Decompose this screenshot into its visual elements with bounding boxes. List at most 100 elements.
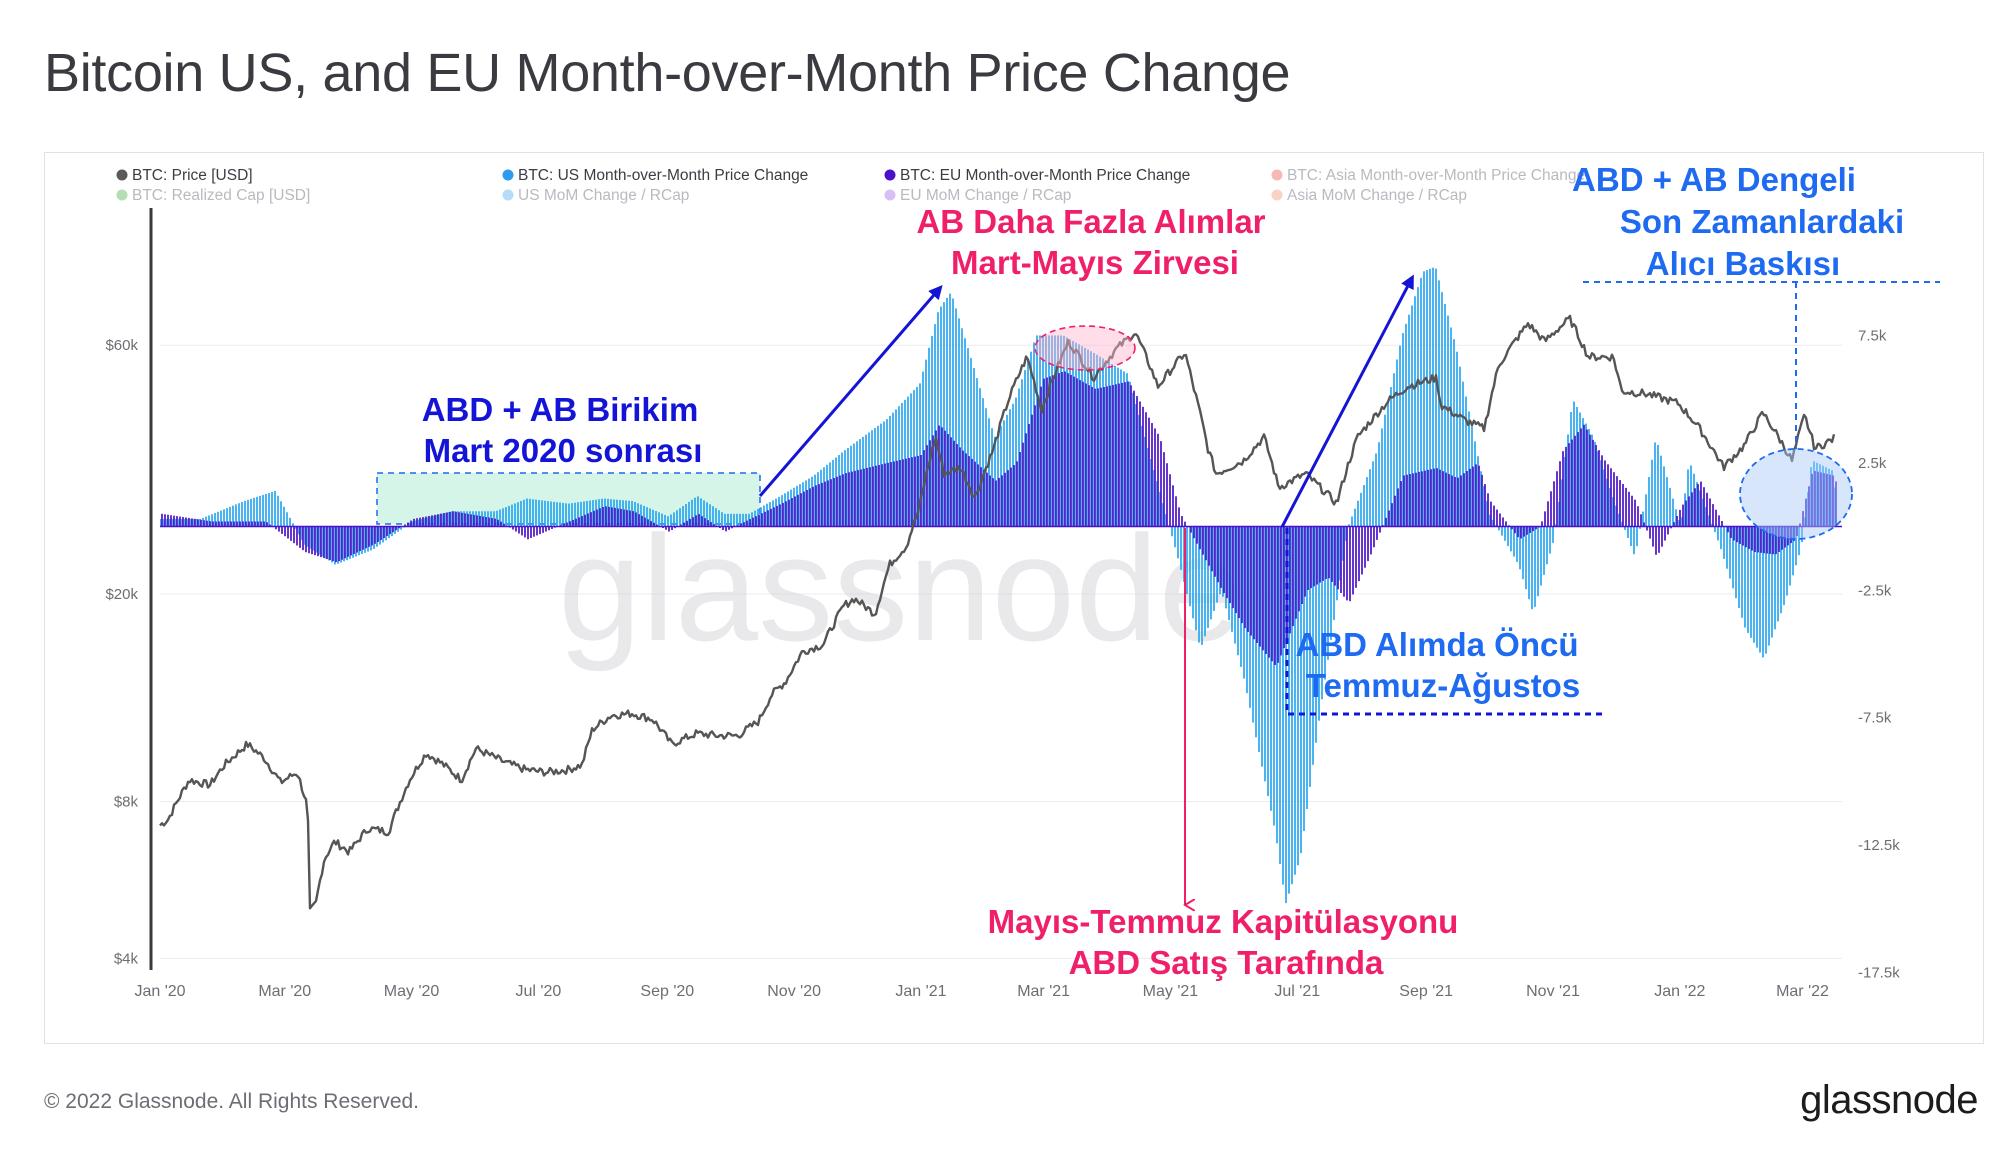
eu-bar [584,514,586,527]
eu-bar [1427,469,1429,527]
eu-bar [518,526,520,534]
us-bar [964,338,966,527]
us-bar [724,513,726,527]
x-tick-label: Jan '22 [1654,983,1705,1000]
us-bar [1174,526,1176,548]
legend-label[interactable]: BTC: Realized Cap [USD] [132,187,310,204]
us-bar [1408,314,1410,527]
us-bar [1438,280,1440,527]
eu-bar [335,526,337,563]
eu-bar [1010,467,1012,527]
eu-bar [1673,522,1675,527]
eu-bar [1271,526,1273,662]
eu-bar [1655,526,1657,555]
eu-bar [1139,401,1141,527]
eu-bar [647,519,649,527]
us-bar [922,371,924,527]
us-bar [1756,526,1758,648]
eu-bar [587,513,589,527]
left-tick-label: $60k [105,337,138,354]
eu-bar [749,519,751,527]
eu-bar [1118,383,1120,527]
eu-bar [500,521,502,527]
us-bar [1291,526,1293,885]
legend-label[interactable]: BTC: US Month-over-Month Price Change [518,167,808,184]
us-bar [574,502,576,527]
eu-bar [1640,514,1642,527]
legend-label[interactable]: Asia MoM Change / RCap [1287,187,1467,204]
eu-bar [1718,515,1720,527]
eu-bar [1820,472,1822,527]
us-bar [1432,267,1434,527]
eu-bar [1148,417,1150,527]
us-bar [937,312,939,527]
eu-bar [224,521,226,527]
eu-bar [803,491,805,527]
eu-bar [329,526,331,561]
eu-bar [692,517,694,527]
us-bar [1753,526,1755,643]
eu-bar [1073,376,1075,527]
eu-bar [443,513,445,527]
eu-bar [743,522,745,527]
eu-bar [1412,473,1414,527]
eu-bar [1373,526,1375,548]
eu-bar [1046,377,1048,527]
eu-bar [1700,481,1702,527]
us-bar [1465,396,1467,527]
eu-bar [830,479,832,527]
eu-bar [1250,526,1252,636]
us-bar [1363,484,1365,527]
eu-bar [1052,375,1054,527]
eu-bar [902,459,904,527]
eu-bar [1559,461,1561,527]
eu-bar [824,481,826,527]
us-bar [1387,400,1389,527]
eu-bar [1586,429,1588,527]
left-tick-label: $4k [114,950,139,967]
eu-bar [548,526,550,531]
annotation-eu-line1: AB Daha Fazla Alımlar [916,203,1265,240]
eu-bar [488,517,490,527]
eu-bar [1325,526,1327,579]
us-bar [1786,526,1788,596]
us-bar [688,501,690,527]
eu-bar [1418,471,1420,527]
legend-label[interactable]: BTC: Price [USD] [132,167,253,184]
eu-bar [1112,384,1114,527]
us-bar [580,501,582,527]
eu-bar [578,517,580,527]
eu-bar [353,526,355,554]
us-bar [1540,526,1542,586]
us-bar [1276,526,1278,844]
legend-label[interactable]: BTC: EU Month-over-Month Price Change [900,167,1190,184]
eu-bar [299,526,301,548]
eu-bar [398,526,400,529]
eu-bar [1751,526,1753,551]
eu-bar [1715,509,1717,527]
eu-bar [620,509,622,527]
eu-bar [479,515,481,527]
legend-label[interactable]: EU MoM Change / RCap [900,187,1071,204]
eu-bar [1667,526,1669,535]
eu-bar [605,506,607,527]
eu-bar [422,517,424,527]
us-bar [661,513,663,527]
us-bar [1657,444,1659,527]
eu-bar [1379,526,1381,533]
legend-label[interactable]: BTC: Asia Month-over-Month Price Change [1287,167,1585,184]
eu-bar [1406,474,1408,527]
eu-bar [719,526,721,529]
us-bar [952,298,954,527]
eu-bar [1109,385,1111,527]
arrow-us-leading [1280,274,1414,528]
us-bar [499,509,501,527]
eu-bar [1127,381,1129,527]
eu-bar [1247,526,1249,632]
eu-bar [197,519,199,527]
legend-label[interactable]: US MoM Change / RCap [518,187,689,204]
eu-bar [1736,526,1738,543]
eu-bar [599,508,601,527]
eu-bar [1634,499,1636,527]
us-bar [1300,526,1302,854]
